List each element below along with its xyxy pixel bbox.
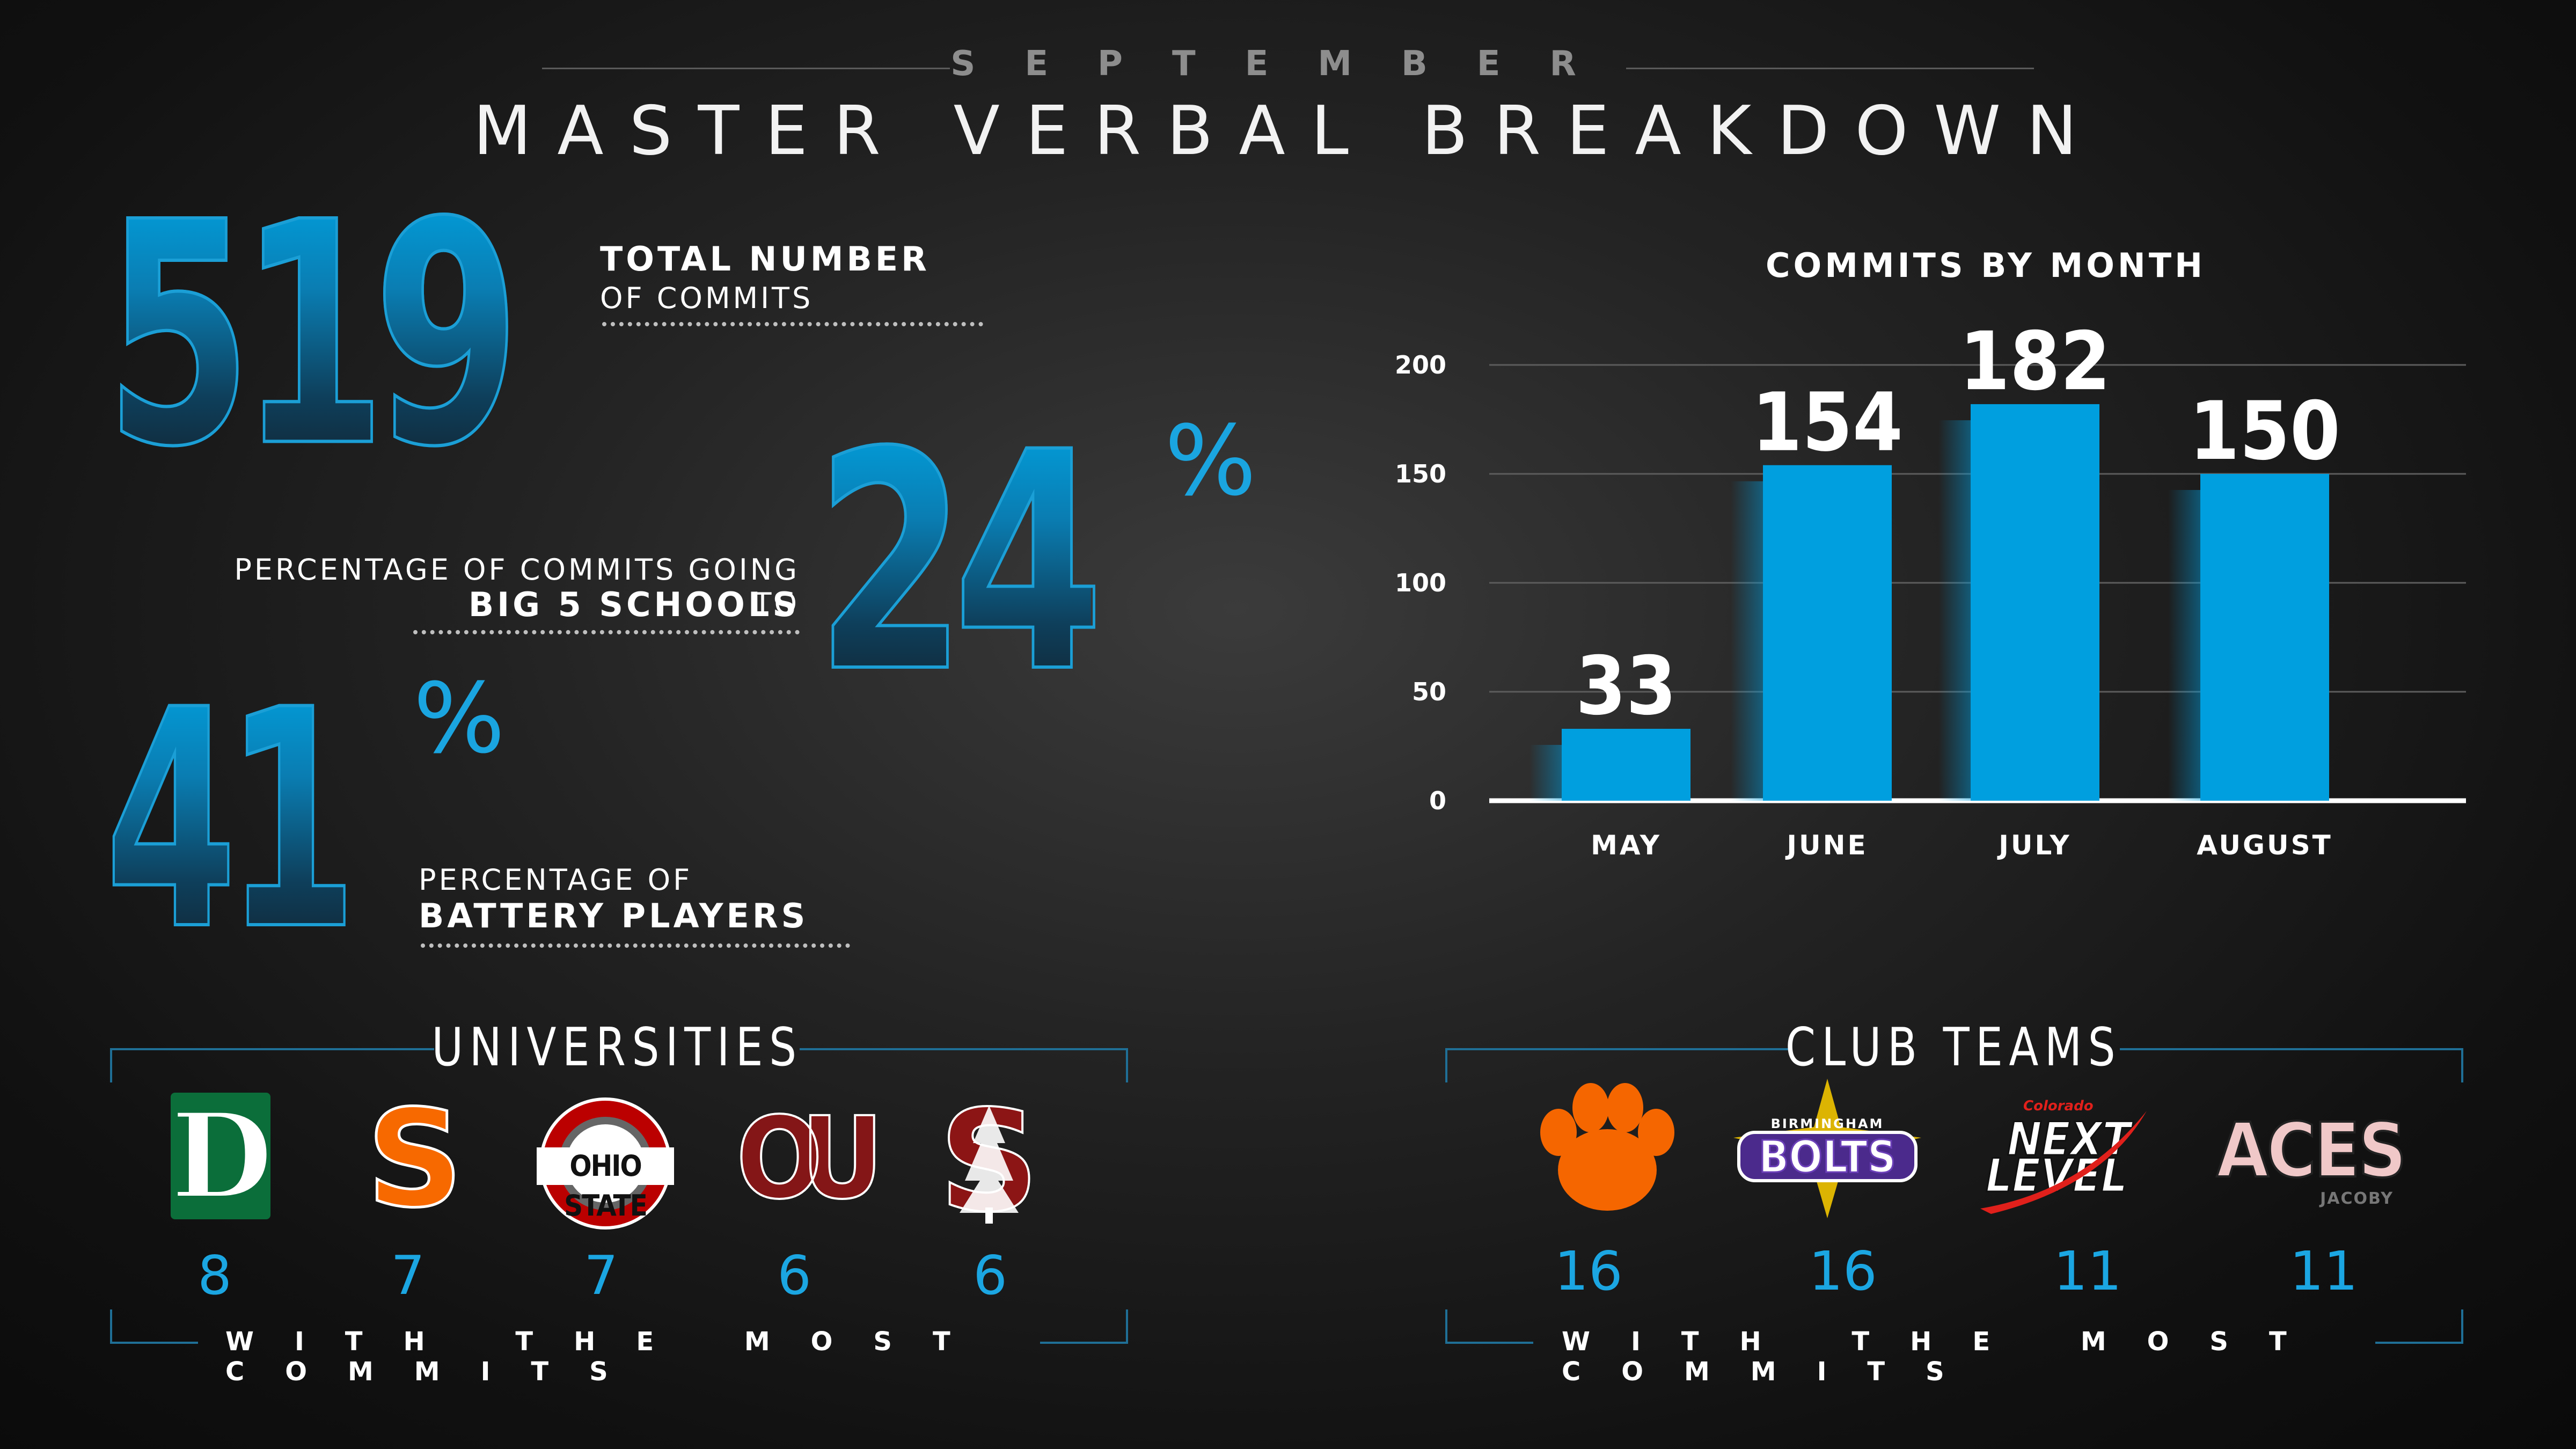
oklahoma-ou-logo: OU bbox=[735, 1092, 884, 1226]
y-tick-label: 150 bbox=[1395, 459, 1446, 488]
total-label-line2: OF COMMITS bbox=[600, 281, 814, 315]
battery-dots-divider bbox=[421, 943, 850, 948]
y-tick-label: 200 bbox=[1395, 350, 1446, 379]
month-label: SEPTEMBER bbox=[950, 44, 1626, 84]
clubs-title: CLUB TEAMS bbox=[1785, 1017, 2122, 1078]
bolts-logo: BIRMINGHAM BOLTS bbox=[1733, 1079, 1921, 1218]
big5-label-line1: PERCENTAGE OF COMMITS GOING TO bbox=[234, 553, 800, 620]
commits-by-month-chart: 0 50 100 150 200 33 MAY 154 JUNE 182 JULY 150 AUGUS… bbox=[1395, 315, 2466, 861]
bar-shadow bbox=[2168, 490, 2200, 801]
battery-label-line1: PERCENTAGE OF bbox=[419, 863, 693, 897]
chart-title: COMMITS BY MONTH bbox=[1765, 246, 2206, 285]
ohio-state-logo: OHIO STATE bbox=[537, 1095, 674, 1232]
universities-bracket-bottom-left bbox=[110, 1309, 198, 1344]
university-count: 7 bbox=[391, 1244, 425, 1307]
bar-value-label: 33 bbox=[1576, 640, 1677, 733]
y-tick-label: 100 bbox=[1395, 568, 1446, 597]
next-level-swoosh-icon bbox=[1980, 1111, 2147, 1214]
syracuse-s-logo: S bbox=[365, 1081, 465, 1237]
clubs-bracket-top-right bbox=[2120, 1048, 2463, 1082]
ohio-state-mark bbox=[537, 1097, 674, 1230]
bar-shadow bbox=[1938, 420, 1971, 801]
university-count: 6 bbox=[777, 1244, 811, 1307]
paw-logo bbox=[1540, 1083, 1674, 1211]
y-tick-label: 0 bbox=[1429, 786, 1446, 815]
clubs-bracket-bottom-left bbox=[1445, 1309, 1533, 1344]
aces-small-text: JACOBY bbox=[2320, 1189, 2394, 1208]
bar-shadow bbox=[1731, 481, 1763, 801]
universities-bracket-bottom-right bbox=[1040, 1309, 1128, 1344]
x-category-label: AUGUST bbox=[2197, 830, 2333, 861]
bar-july bbox=[1971, 404, 2099, 801]
header-rule-left bbox=[542, 68, 950, 69]
dartmouth-d-logo: D bbox=[169, 1086, 275, 1225]
university-count: 8 bbox=[197, 1244, 232, 1307]
club-count: 16 bbox=[1809, 1240, 1877, 1302]
oklahoma-ou-letters: OU bbox=[735, 1092, 884, 1225]
universities-bracket-top-left bbox=[110, 1048, 434, 1082]
battery-percentage-number: 41 bbox=[104, 646, 358, 996]
bolts-star-icon bbox=[1733, 1079, 1921, 1218]
bar-august bbox=[2200, 474, 2329, 801]
aces-logo: ACES JACOBY bbox=[2215, 1107, 2408, 1218]
next-level-logo: Colorado NEXT LEVEL bbox=[1975, 1095, 2179, 1218]
stanford-tree-logo: S bbox=[938, 1091, 1040, 1233]
bolts-text: BOLTS bbox=[1758, 1132, 1897, 1183]
university-count: 7 bbox=[584, 1244, 618, 1307]
stanford-tree-icon bbox=[960, 1106, 1019, 1224]
total-dots-divider bbox=[602, 322, 983, 326]
clubs-footer: WITH THE MOST COMMITS bbox=[1562, 1327, 2328, 1387]
x-category-label: JUNE bbox=[1785, 830, 1868, 861]
bar-value-label: 182 bbox=[1959, 315, 2111, 408]
club-count: 16 bbox=[1554, 1240, 1623, 1302]
next-level-small-text: Colorado bbox=[2023, 1098, 2094, 1114]
header-rule-right bbox=[1626, 68, 2034, 69]
university-count: 6 bbox=[973, 1244, 1007, 1307]
dartmouth-d-letter: D bbox=[169, 1086, 275, 1225]
clubs-bracket-top-left bbox=[1445, 1048, 1791, 1082]
total-label-line1: TOTAL NUMBER bbox=[600, 239, 930, 279]
universities-footer: WITH THE MOST COMMITS bbox=[225, 1327, 991, 1387]
x-category-label: JULY bbox=[1997, 830, 2071, 861]
aces-text: ACES bbox=[2215, 1107, 2408, 1195]
ohio-state-text: OHIO STATE bbox=[564, 1149, 648, 1223]
battery-label-line2: BATTERY PLAYERS bbox=[419, 896, 809, 935]
bar-value-label: 154 bbox=[1752, 376, 1903, 470]
syracuse-s-letter: S bbox=[365, 1081, 464, 1237]
universities-bracket-top-right bbox=[800, 1048, 1128, 1082]
club-count: 11 bbox=[2053, 1240, 2122, 1302]
bar-may bbox=[1562, 729, 1690, 801]
big5-percent-sign: % bbox=[1165, 405, 1257, 517]
bolts-small-text: BIRMINGHAM bbox=[1770, 1116, 1884, 1131]
big5-label-line2: BIG 5 SCHOOLS bbox=[468, 585, 800, 624]
battery-percent-sign: % bbox=[413, 663, 506, 775]
bar-shadow bbox=[1529, 745, 1562, 801]
total-commits-number: 519 bbox=[104, 157, 522, 515]
y-tick-label: 50 bbox=[1412, 677, 1446, 706]
clubs-bracket-bottom-right bbox=[2375, 1309, 2463, 1344]
bar-value-label: 150 bbox=[2189, 385, 2340, 478]
universities-title: UNIVERSITIES bbox=[431, 1017, 803, 1078]
club-count: 11 bbox=[2289, 1240, 2358, 1302]
page-title: MASTER VERBAL BREAKDOWN bbox=[473, 91, 2103, 170]
x-category-label: MAY bbox=[1591, 830, 1662, 861]
bar-june bbox=[1763, 465, 1892, 801]
big5-percentage-number: 24 bbox=[815, 389, 1106, 738]
big5-dots-divider bbox=[413, 630, 800, 634]
